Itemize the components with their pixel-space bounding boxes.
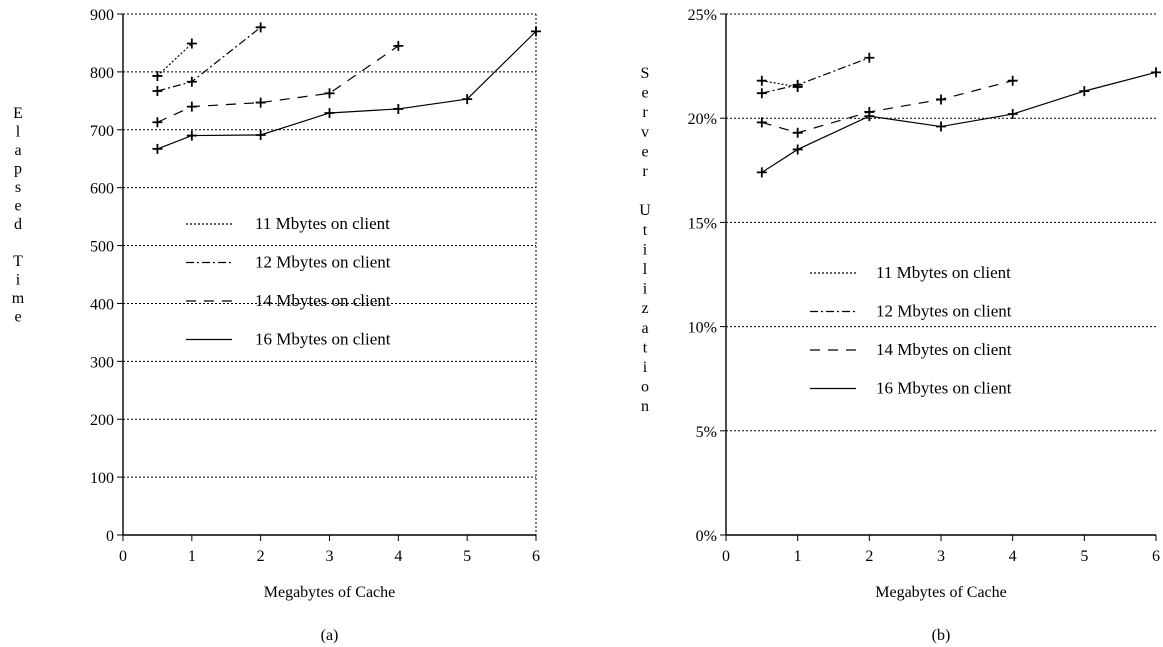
data-point-marker <box>152 143 163 154</box>
data-point-marker <box>936 94 946 105</box>
x-tick-label: 0 <box>119 548 127 565</box>
data-point-marker <box>792 144 803 155</box>
data-point-marker <box>1151 67 1161 78</box>
data-point-marker <box>186 101 197 112</box>
data-point-marker <box>756 75 767 86</box>
y-tick-label: 300 <box>90 354 114 371</box>
x-tick-label: 5 <box>1080 548 1088 565</box>
x-tick-label: 2 <box>257 548 265 565</box>
y-tick-label: 20% <box>688 111 717 128</box>
data-point-marker <box>393 40 404 51</box>
y-tick-label: 10% <box>688 320 717 337</box>
x-axis-label: Megabytes of Cache <box>264 584 396 601</box>
data-point-marker <box>186 130 197 141</box>
legend-label: 12 Mbytes on client <box>876 302 1012 321</box>
series-line <box>157 45 399 123</box>
data-point-marker <box>792 79 803 90</box>
y-tick-label: 400 <box>90 296 114 313</box>
y-tick-label: 200 <box>90 412 114 429</box>
x-tick-label: 5 <box>463 548 471 565</box>
data-point-marker <box>936 121 946 132</box>
y-tick-label: 100 <box>90 470 114 487</box>
data-point-marker <box>152 117 163 128</box>
series-line <box>761 80 1013 134</box>
data-point-marker <box>462 94 473 105</box>
y-tick-label: 700 <box>90 123 114 140</box>
legend-label: 16 Mbytes on client <box>255 330 391 349</box>
legend-label: 11 Mbytes on client <box>876 263 1011 282</box>
legend-label: 14 Mbytes on client <box>876 340 1012 359</box>
legend-label: 16 Mbytes on client <box>876 379 1012 398</box>
x-tick-label: 6 <box>532 548 540 565</box>
x-tick-label: 1 <box>794 548 802 565</box>
series-line <box>761 71 1157 173</box>
x-tick-label: 4 <box>1009 548 1017 565</box>
x-tick-label: 0 <box>722 548 730 565</box>
y-tick-label: 25% <box>688 7 717 24</box>
data-point-marker <box>186 38 197 49</box>
data-point-marker <box>756 117 767 128</box>
data-point-marker <box>324 88 335 99</box>
data-point-marker <box>1007 109 1018 120</box>
data-point-marker <box>864 52 875 63</box>
y-tick-label: 0% <box>696 528 717 545</box>
y-tick-label: 800 <box>90 65 114 82</box>
data-point-marker <box>1007 75 1018 86</box>
chart-caption: (a) <box>321 627 339 644</box>
legend-label: 11 Mbytes on client <box>255 214 390 233</box>
data-point-marker <box>255 129 266 140</box>
data-point-marker <box>792 127 803 138</box>
y-tick-label: 15% <box>688 215 717 232</box>
x-tick-label: 3 <box>937 548 945 565</box>
data-point-marker <box>255 22 266 33</box>
data-point-marker <box>393 103 404 114</box>
series-line <box>157 43 193 77</box>
x-axis-label: Megabytes of Cache <box>875 584 1007 601</box>
data-point-marker <box>1079 86 1090 97</box>
y-tick-label: 900 <box>90 7 114 24</box>
chart-a: 0 100 200 300 400 500 600 700 800 900 0 1 2 3 4 5 6 Megab… <box>12 7 541 644</box>
legend-label: 14 Mbytes on client <box>255 291 391 310</box>
x-tick-label: 4 <box>394 548 402 565</box>
data-point-marker <box>324 107 335 118</box>
x-tick-label: 3 <box>326 548 334 565</box>
data-point-marker <box>531 26 541 37</box>
x-tick-label: 2 <box>865 548 873 565</box>
data-point-marker <box>864 111 875 122</box>
x-tick-label: 6 <box>1152 548 1160 565</box>
data-point-marker <box>756 167 767 178</box>
x-tick-label: 1 <box>188 548 196 565</box>
data-point-marker <box>186 76 197 87</box>
legend-label: 12 Mbytes on client <box>255 253 391 272</box>
chart-b: 0% 5% 10% 15% 20% 25% 0 1 2 3 4 5 6 Megabytes of Cach… <box>639 7 1161 644</box>
chart-caption: (b) <box>932 627 951 644</box>
data-point-marker <box>152 85 163 96</box>
y-tick-label: 5% <box>696 424 717 441</box>
data-point-marker <box>756 88 767 99</box>
data-point-marker <box>152 70 163 81</box>
y-tick-label: 600 <box>90 181 114 198</box>
series-line <box>761 80 798 88</box>
y-tick-label: 0 <box>106 528 114 545</box>
data-point-marker <box>255 97 266 108</box>
series-line <box>761 57 870 94</box>
y-tick-label: 500 <box>90 239 114 256</box>
series-line <box>157 30 537 150</box>
series-line <box>157 26 262 92</box>
